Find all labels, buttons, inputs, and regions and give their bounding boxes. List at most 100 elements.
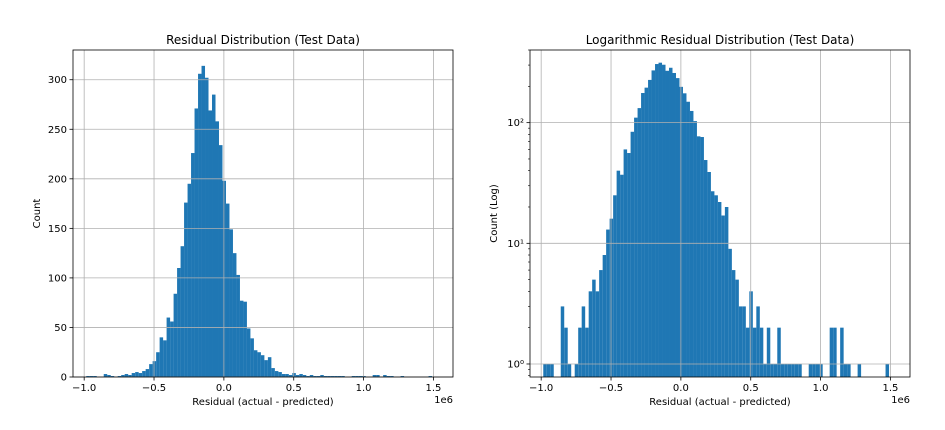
histogram-bar (225, 203, 230, 377)
histogram-bar (829, 327, 834, 377)
histogram-bar (787, 363, 792, 377)
histogram-bar (264, 360, 268, 377)
histogram-bar (585, 327, 589, 377)
histogram-bar (689, 110, 694, 377)
histogram-bar (257, 352, 261, 377)
histogram-bar (128, 375, 132, 377)
histogram-bar (546, 363, 551, 377)
histogram-bar (163, 340, 167, 377)
histogram-bar (173, 293, 178, 377)
x-axis-label: Residual (actual - predicted) (649, 397, 791, 408)
histogram-bar (759, 327, 764, 377)
x-tick-label: 0.5 (286, 383, 302, 394)
histogram-bar (271, 368, 275, 377)
y-tick-label: 0 (61, 373, 67, 384)
histogram-bar (550, 363, 554, 377)
histogram-bar (857, 363, 862, 377)
histogram-bar (110, 376, 115, 377)
histogram-bar (641, 93, 645, 378)
histogram-bar (218, 145, 223, 377)
histogram-bar (777, 327, 781, 377)
histogram-bar (309, 375, 314, 377)
histogram-bar (693, 121, 697, 377)
grid-lines (530, 50, 910, 377)
histogram-bar (833, 327, 837, 377)
histogram-bar (756, 306, 760, 377)
x-tick-label: 1.5 (882, 383, 898, 394)
x-tick-label: 1.5 (425, 383, 441, 394)
chart-panel-1: −1.0 −0.5 0.0 0.5 1.0 1.5 0 50 100 150 200 250 300 Re… (32, 33, 454, 408)
x-tick-label: 0.0 (216, 383, 232, 394)
histogram-bar (613, 195, 617, 377)
x-tick-label: −0.5 (142, 383, 166, 394)
histogram-bar (808, 363, 813, 377)
histogram-bar (341, 376, 345, 377)
histogram-bar (606, 229, 610, 377)
histogram-bar (103, 374, 108, 377)
histogram-bar (201, 65, 206, 377)
histogram-bar (595, 291, 600, 377)
y-tick-label: 150 (48, 224, 67, 235)
histogram-bar (644, 87, 649, 378)
chart-title: Residual Distribution (Test Data) (166, 33, 360, 47)
x-tick-label: −1.0 (72, 383, 96, 394)
histogram-bars (86, 65, 433, 378)
axes-frame (72, 49, 454, 378)
histogram-bar (735, 279, 739, 377)
histogram-bar (295, 375, 300, 377)
histogram-bar (170, 321, 174, 377)
histogram-bar (578, 327, 582, 377)
histogram-bar (798, 363, 802, 377)
histogram-bar (337, 376, 342, 377)
histogram-bar (658, 62, 663, 377)
histogram-bar (194, 108, 199, 378)
histogram-bar (229, 229, 233, 377)
histogram-bar (355, 376, 359, 377)
histogram-bar (840, 327, 844, 377)
chart-title: Logarithmic Residual Distribution (Test … (586, 33, 855, 47)
histogram-bar (191, 153, 195, 377)
histogram-bar (780, 363, 785, 377)
histogram-bar (665, 70, 669, 377)
histogram-bar (232, 253, 237, 377)
histogram-bar (714, 195, 718, 377)
histogram-bar (278, 372, 282, 377)
histogram-bar (250, 338, 254, 377)
histogram-bar (320, 375, 324, 377)
histogram-bar (766, 327, 771, 377)
histogram-bars (543, 62, 890, 378)
histogram-bar (208, 110, 212, 377)
x-tick-label: 1.0 (813, 383, 829, 394)
histogram-bar (675, 78, 680, 377)
histogram-bar (623, 149, 628, 377)
histogram-bar (602, 255, 607, 377)
histogram-bar (159, 337, 164, 377)
histogram-bar (288, 375, 293, 377)
y-axis-label: Count (Log) (489, 184, 500, 243)
x-tick-label: 0.5 (743, 383, 759, 394)
y-tick-label: 10² (507, 118, 524, 129)
histogram-bar (253, 350, 258, 377)
histogram-bar (847, 363, 851, 377)
histogram-bar (260, 355, 265, 377)
chart-panel-2: −1.0 −0.5 0.0 0.5 1.0 1.5 10⁰ 10¹ 10² Logarithmic… (489, 33, 911, 408)
histogram-bar (386, 376, 391, 377)
histogram-bar (302, 375, 307, 377)
histogram-bar (93, 376, 97, 377)
histogram-bar (731, 270, 736, 377)
histogram-bar (236, 274, 240, 377)
histogram-bar (773, 363, 778, 377)
histogram-bar (299, 374, 303, 377)
histogram-bar (166, 317, 171, 377)
histogram-bar (581, 306, 586, 377)
histogram-bar (117, 376, 122, 377)
y-tick-label: 200 (48, 174, 67, 185)
y-axis-label: Count (32, 199, 43, 229)
histogram-bar (131, 373, 136, 377)
histogram-bar (812, 363, 816, 377)
histogram-bar (651, 70, 656, 378)
x-tick-label: −1.0 (529, 383, 553, 394)
histogram-bar (843, 363, 848, 377)
histogram-bar (243, 301, 247, 377)
